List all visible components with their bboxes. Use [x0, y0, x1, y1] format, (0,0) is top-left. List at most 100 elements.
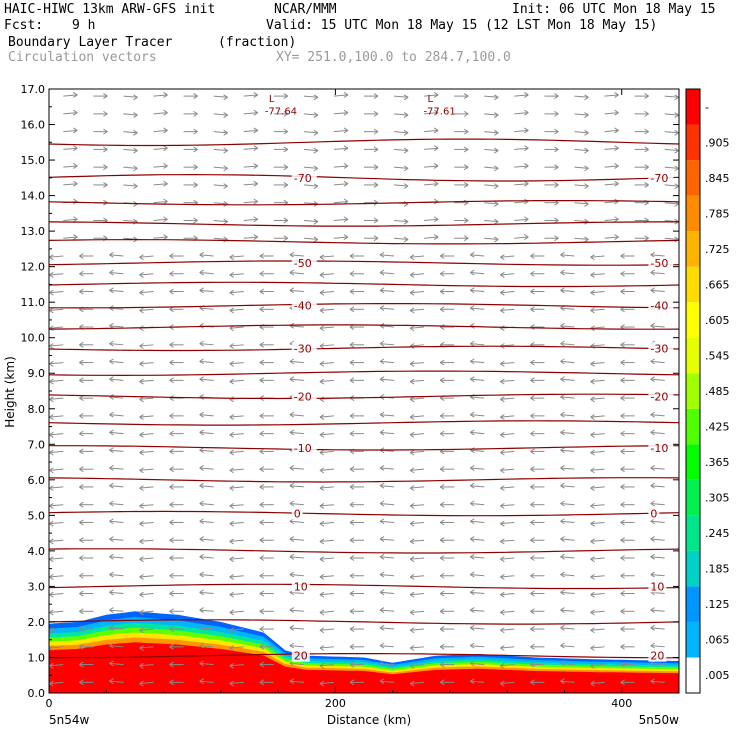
vector-arrow: [500, 289, 515, 296]
vector-arrow: [664, 129, 679, 136]
vector-arrow: [213, 94, 228, 101]
vector-arrow: [590, 662, 605, 669]
vector-arrow: [530, 484, 545, 490]
colorbar: .005 .065 .125 .185 .245 .305 .365 .425 .485 .545…: [685, 88, 730, 694]
vector-arrow: [169, 484, 184, 490]
vector-arrow: [139, 343, 154, 349]
vector-arrow: [514, 234, 529, 240]
vector-arrow: [484, 129, 499, 136]
vector-arrow: [273, 128, 289, 135]
vector-arrow: [500, 431, 515, 438]
vector-arrow: [379, 553, 395, 560]
vector-arrow: [470, 376, 485, 383]
vector-arrow: [409, 343, 425, 349]
vector-arrow: [574, 165, 589, 172]
contour-line: [48, 200, 680, 206]
y-tick-label: 17.0: [21, 83, 46, 96]
vector-arrow: [560, 358, 575, 365]
vector-arrow: [79, 626, 94, 632]
vector-arrow: [349, 466, 364, 473]
vector-arrow: [199, 447, 214, 454]
vector-arrow: [439, 643, 455, 650]
vector-arrow: [604, 216, 619, 223]
vector-arrow: [289, 607, 304, 614]
x-tick-label: 0: [46, 697, 53, 710]
vector-arrow: [229, 414, 244, 420]
vector-arrow: [349, 555, 364, 561]
vector-arrow: [139, 627, 154, 634]
vector-arrow: [409, 431, 425, 438]
colorbar-label: .845: [705, 172, 730, 185]
vector-arrow: [229, 343, 244, 349]
vector-arrow: [379, 305, 395, 312]
contour-line: [48, 477, 680, 483]
vector-arrow: [454, 128, 469, 135]
vector-arrow: [289, 571, 304, 578]
vector-arrow: [139, 645, 154, 651]
vector-arrow: [319, 307, 334, 314]
vector-arrow: [229, 502, 244, 509]
vector-arrow: [229, 627, 244, 634]
vector-arrow: [590, 467, 605, 474]
vector-arrow: [259, 412, 274, 419]
vector-arrow: [169, 377, 184, 384]
vector-arrow: [439, 324, 455, 330]
vector-arrow: [169, 359, 184, 366]
colorbar-swatch: [686, 195, 700, 232]
vector-arrow: [650, 322, 665, 329]
vector-arrow: [454, 235, 469, 242]
vector-arrow: [79, 572, 94, 579]
vector-arrow: [199, 251, 214, 258]
vector-arrow: [49, 556, 64, 563]
vector-arrow: [560, 447, 575, 454]
vector-arrow: [470, 429, 485, 436]
vector-arrow: [500, 645, 515, 651]
vector-arrow: [349, 253, 364, 259]
vector-arrow: [530, 519, 545, 526]
vector-arrow: [349, 643, 364, 650]
vector-arrow: [289, 411, 304, 418]
vector-arrow: [634, 146, 649, 153]
vector-arrow: [424, 109, 439, 116]
vector-arrow: [409, 680, 425, 687]
vector-arrow: [199, 607, 214, 614]
vector-arrow: [514, 198, 529, 205]
contour-line: [48, 173, 680, 182]
vector-arrow: [123, 112, 138, 118]
vector-arrow: [259, 253, 274, 259]
vector-arrow: [109, 500, 124, 507]
vector-arrow: [319, 378, 334, 385]
vector-arrow: [153, 216, 168, 223]
contour-line: [48, 583, 680, 590]
vector-arrow: [93, 164, 108, 171]
vector-arrow: [229, 662, 244, 669]
vector-arrow: [620, 519, 635, 526]
vector-arrow: [379, 411, 395, 418]
vector-arrow: [544, 217, 559, 224]
vector-arrow: [259, 484, 274, 490]
contour-label: 20: [650, 650, 664, 663]
vector-arrow: [560, 465, 575, 471]
vector-arrow: [243, 234, 258, 240]
vector-arrow: [620, 643, 635, 650]
vector-arrow: [169, 466, 184, 473]
vector-arrow: [439, 430, 455, 437]
vector-arrow: [229, 449, 244, 456]
vector-arrow: [49, 449, 64, 456]
colorbar-label: .185: [705, 563, 730, 576]
vector-arrow: [470, 500, 485, 507]
y-tick-label: 3.0: [28, 580, 46, 593]
vector-arrow: [530, 572, 545, 579]
vector-arrow: [139, 396, 154, 403]
vector-arrow: [379, 660, 395, 667]
vector-arrow: [409, 307, 425, 314]
tracer-band-6: [49, 642, 679, 693]
vector-arrow: [409, 289, 425, 296]
vector-arrow: [333, 127, 349, 134]
vector-arrow: [169, 643, 184, 650]
contour-line: [48, 548, 680, 554]
vector-arrow: [229, 538, 244, 545]
vector-arrow: [49, 520, 64, 527]
contour-line: [48, 370, 680, 377]
vector-arrow: [259, 537, 274, 544]
